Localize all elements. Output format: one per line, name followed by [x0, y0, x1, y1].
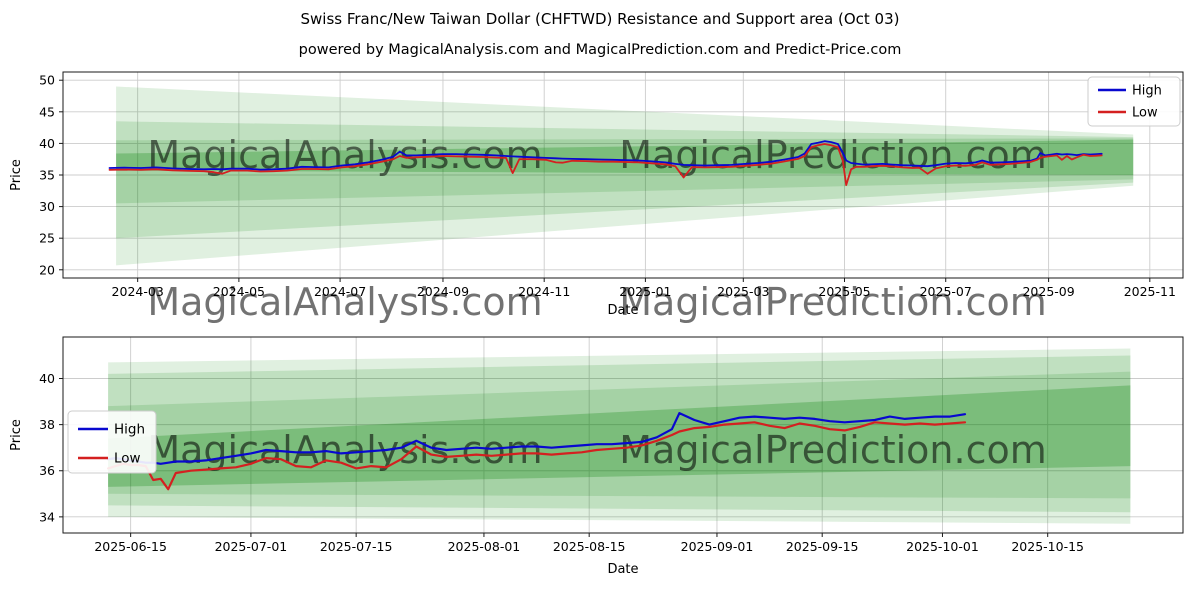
y-tick-label: 40 [39, 136, 55, 151]
x-axis-label: Date [607, 303, 638, 318]
support-resistance-band [116, 138, 1134, 204]
watermark-text: MagicalAnalysis.com [147, 428, 542, 472]
support-resistance-band [116, 86, 1134, 266]
y-tick-label: 20 [39, 262, 55, 277]
x-tick-label: 2025-09-01 [681, 539, 754, 554]
low-line [106, 421, 967, 491]
x-tick-label: 2025-11 [1124, 284, 1176, 299]
x-tick-label: 2024-05 [213, 284, 265, 299]
legend-high-label: High [114, 422, 145, 438]
page-subtitle: powered by MagicalAnalysis.com and Magic… [298, 42, 902, 58]
support-resistance-band [116, 121, 1134, 239]
x-tick-label: 2024-07 [314, 284, 366, 299]
y-axis-label: Price [9, 419, 24, 451]
low-line [108, 143, 1103, 187]
watermark-text: MagicalPrediction.com [619, 428, 1047, 472]
x-tick-label: 2025-09 [1022, 284, 1074, 299]
legend-high-label: High [1132, 84, 1162, 99]
y-tick-label: 45 [39, 104, 55, 119]
x-tick-label: 2025-07 [920, 284, 972, 299]
support-resistance-band [108, 355, 1131, 513]
x-tick-label: 2025-10-01 [906, 539, 979, 554]
x-tick-label: 2025-07-15 [320, 539, 393, 554]
support-resistance-band [108, 348, 1131, 524]
y-tick-label: 50 [39, 73, 55, 88]
x-tick-label: 2025-06-15 [94, 539, 167, 554]
watermark-text: MagicalPrediction.com [619, 280, 1047, 324]
y-tick-label: 38 [39, 417, 55, 432]
plot-border [62, 336, 1184, 534]
high-line [106, 412, 967, 465]
y-tick-label: 34 [39, 509, 55, 524]
watermark-text: MagicalAnalysis.com [147, 280, 542, 324]
high-line [108, 140, 1103, 171]
x-tick-label: 2025-08-01 [448, 539, 521, 554]
x-tick-label: 2025-03 [717, 284, 769, 299]
legend-box [67, 410, 157, 474]
x-tick-label: 2025-07-01 [215, 539, 288, 554]
x-tick-label: 2025-08-15 [553, 539, 626, 554]
x-axis-label: Date [607, 562, 638, 577]
y-tick-label: 36 [39, 463, 55, 478]
y-tick-label: 25 [39, 231, 55, 246]
y-tick-label: 35 [39, 168, 55, 183]
watermark-text: MagicalPrediction.com [619, 133, 1047, 177]
x-tick-label: 2025-10-15 [1011, 539, 1084, 554]
legend-low-label: Low [114, 451, 141, 467]
x-tick-label: 2025-09-15 [786, 539, 859, 554]
legend-low-label: Low [1132, 106, 1158, 121]
x-tick-label: 2024-03 [112, 284, 164, 299]
y-tick-label: 40 [39, 371, 55, 386]
x-tick-label: 2024-11 [518, 284, 570, 299]
y-axis-label: Price [9, 159, 24, 191]
support-resistance-band [108, 385, 1131, 487]
x-tick-label: 2024-09 [417, 284, 469, 299]
y-tick-label: 30 [39, 199, 55, 214]
x-tick-label: 2025-01 [619, 284, 671, 299]
page-title: Swiss Franc/New Taiwan Dollar (CHFTWD) R… [300, 10, 900, 28]
x-tick-label: 2025-05 [818, 284, 870, 299]
